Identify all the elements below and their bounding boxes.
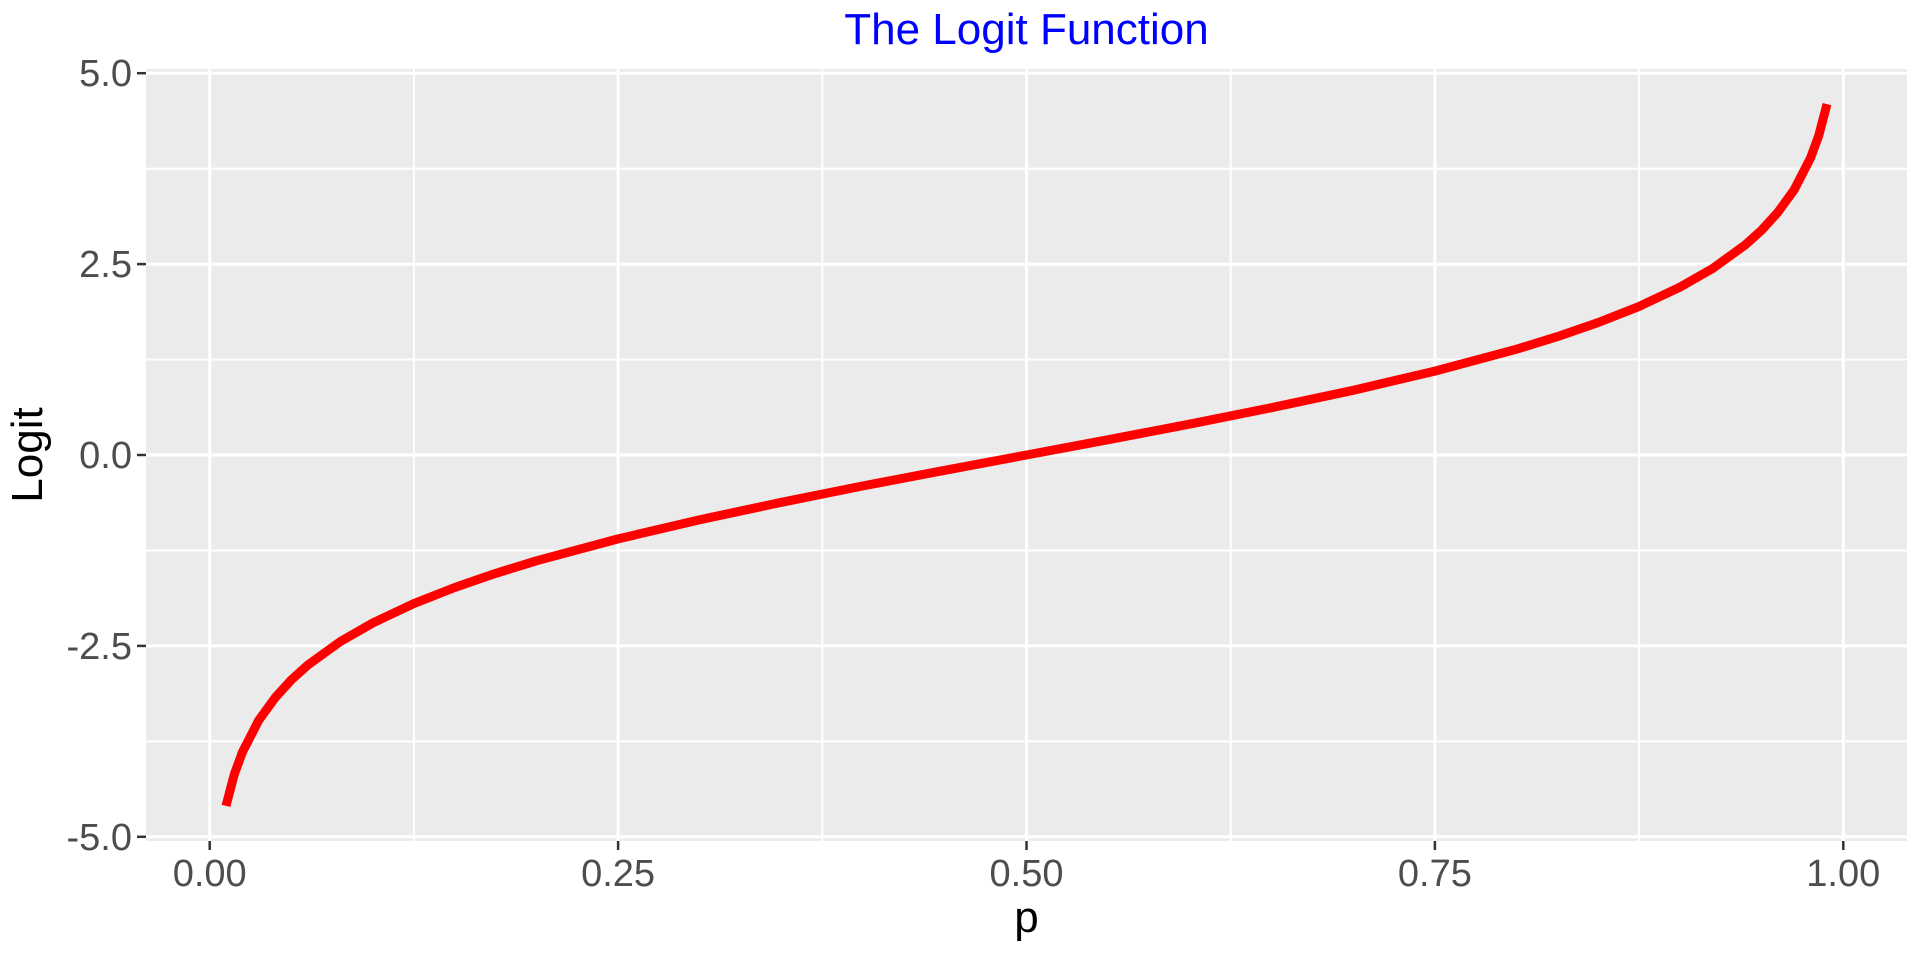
x-axis-title: p <box>1014 893 1039 942</box>
x-tick-label: 0.50 <box>990 853 1064 895</box>
y-axis-title: Logit <box>3 407 52 503</box>
x-tick-label: 0.75 <box>1398 853 1472 895</box>
y-tick-label: 0.0 <box>79 435 132 477</box>
plot-title: The Logit Function <box>844 5 1209 54</box>
y-tick-label: -5.0 <box>67 817 132 859</box>
x-tick-label: 1.00 <box>1806 853 1880 895</box>
x-tick-label: 0.25 <box>581 853 655 895</box>
x-tick-label: 0.00 <box>173 853 247 895</box>
y-tick-label: -2.5 <box>67 626 132 668</box>
y-tick-label: 2.5 <box>79 244 132 286</box>
logit-curve <box>221 102 1832 808</box>
y-tick-label: 5.0 <box>79 53 132 95</box>
